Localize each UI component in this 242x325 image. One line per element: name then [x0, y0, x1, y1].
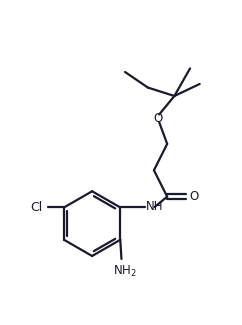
- Text: NH: NH: [146, 200, 164, 213]
- Text: O: O: [153, 112, 162, 125]
- Text: Cl: Cl: [30, 201, 42, 214]
- Text: O: O: [189, 190, 199, 203]
- Text: NH$_2$: NH$_2$: [113, 264, 137, 279]
